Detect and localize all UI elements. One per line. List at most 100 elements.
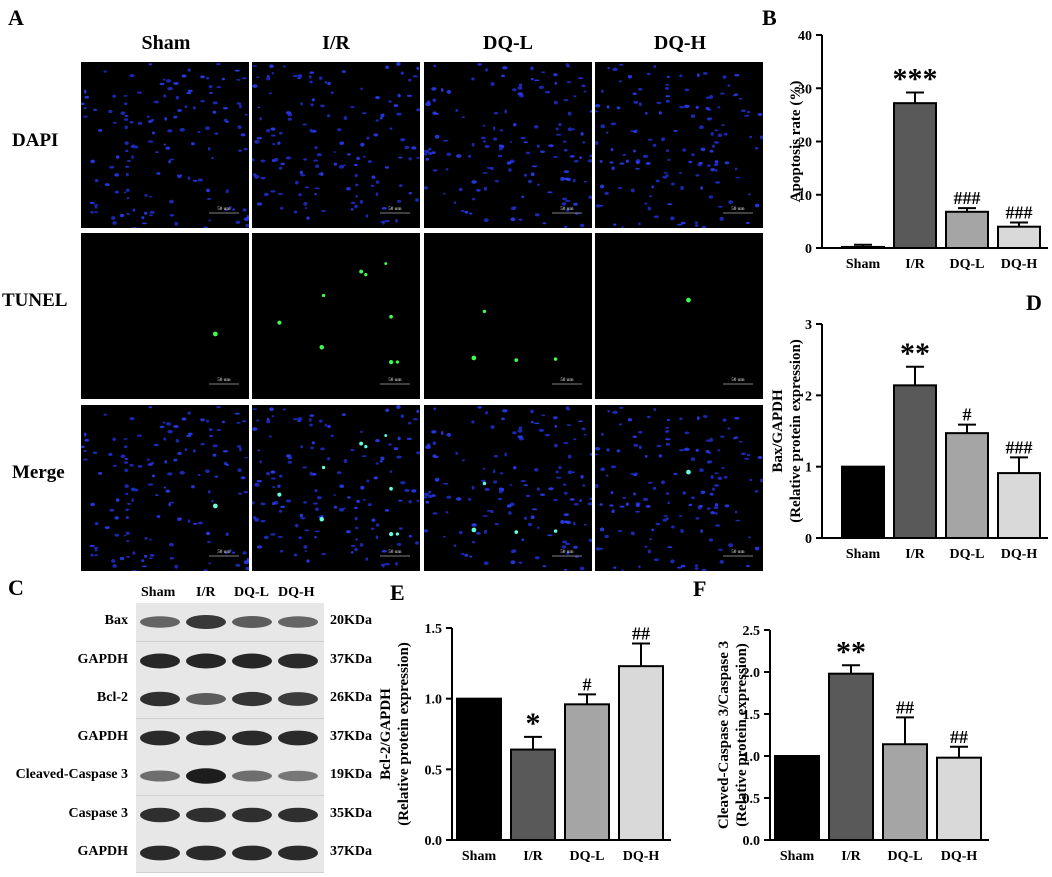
y-axis-label-secondary: (Relative protein expression)	[788, 339, 804, 523]
bar-dqh	[997, 225, 1041, 249]
chart-cleaved-caspase3: 0.0 0.5 1.0 1.5 2.0 2.5 Sham ** I/R ## DQ-L ## DQ-H C…	[716, 624, 989, 864]
row-header-tunel: TUNEL	[2, 290, 68, 311]
y-tick-label: 3	[805, 318, 812, 333]
lane-label-ir: I/R	[196, 585, 216, 600]
y-axis-label: Apoptosis rate (%)	[788, 81, 804, 203]
x-tick-label: Sham	[846, 257, 881, 272]
bar-ir	[510, 748, 556, 841]
blot-row-label: GAPDH	[77, 651, 128, 667]
micrograph-tile: 50 um	[81, 62, 249, 228]
scale-bar-label: 50 um	[560, 550, 574, 555]
blot-row-label: GAPDH	[77, 844, 128, 859]
micrograph-tile: 50 um	[424, 405, 592, 571]
blot-strip	[136, 795, 324, 835]
panel-label-c: C	[8, 575, 24, 600]
blot-band	[232, 653, 272, 668]
y-tick-label: 1	[805, 461, 812, 476]
blot-row-label: Bcl-2	[96, 690, 128, 705]
row-header-merge: Merge	[12, 462, 65, 483]
scale-bar-label: 50 um	[731, 550, 745, 555]
blot-strip	[136, 757, 324, 796]
scale-bar-label: 50 um	[217, 378, 231, 383]
y-axis-label: Cleaved-Caspase 3/Caspase 3	[716, 641, 732, 829]
blot-band	[186, 807, 226, 822]
micrograph-tile: 50 um	[595, 62, 763, 228]
micrograph-tile: 50 um	[595, 233, 763, 399]
bar-dqh	[618, 665, 664, 841]
lane-label-dql: DQ-L	[234, 585, 269, 600]
x-tick-label: DQ-H	[1001, 547, 1038, 562]
significance-label: **	[836, 635, 866, 668]
blot-band	[232, 616, 272, 628]
x-tick-label: I/R	[905, 547, 925, 562]
blot-band	[232, 845, 272, 861]
row-header-dapi: DAPI	[12, 130, 59, 151]
x-tick-label: DQ-L	[950, 547, 985, 562]
column-header-dqh: DQ-H	[653, 32, 707, 54]
blot-band	[232, 691, 272, 707]
blot-kda-label: 20KDa	[330, 613, 372, 628]
blot-kda-label: 35KDa	[330, 805, 372, 821]
bar-dqh	[997, 472, 1041, 539]
blot-band	[186, 653, 226, 668]
blot-row-label: GAPDH	[77, 728, 128, 744]
y-tick-label: 20	[798, 136, 812, 151]
significance-label: #	[583, 674, 592, 694]
blot-row-label: Caspase 3	[68, 805, 128, 821]
bar-dqh	[936, 756, 982, 841]
significance-label: ###	[954, 188, 981, 208]
blot-kda-label: 37KDa	[330, 651, 372, 667]
x-tick-label: I/R	[523, 849, 543, 864]
bar-dql	[564, 703, 610, 841]
blot-band	[140, 691, 180, 707]
y-tick-label: 2.5	[743, 624, 761, 639]
y-tick-label: 0.0	[425, 834, 443, 849]
blot-strip	[136, 603, 324, 642]
x-tick-label: DQ-L	[888, 849, 923, 864]
y-tick-label: 30	[798, 82, 812, 97]
y-tick-label: 0.5	[743, 792, 761, 807]
x-tick-label: DQ-H	[941, 849, 978, 864]
y-tick-label: 40	[798, 29, 812, 44]
bar-sham	[841, 245, 885, 249]
micrograph-tile: 50 um	[424, 62, 592, 228]
blot-band	[140, 730, 180, 745]
micrograph-tile: 50 um	[252, 62, 420, 228]
bar-dql	[882, 743, 928, 842]
significance-label: *	[526, 707, 541, 740]
column-header-sham: Sham	[141, 32, 191, 54]
blot-band	[278, 770, 318, 782]
blot-band	[278, 807, 318, 822]
y-tick-label: 1.5	[425, 622, 443, 637]
panel-label-f: F	[693, 576, 707, 601]
blot-band	[232, 807, 272, 822]
blot-strip	[136, 718, 324, 758]
scale-bar-label: 50 um	[388, 550, 402, 555]
x-tick-label: DQ-H	[623, 849, 660, 864]
blot-kda-label: 26KDa	[330, 690, 372, 705]
bar-ir	[828, 672, 874, 842]
scale-bar-label: 50 um	[217, 550, 231, 555]
blot-row-label: Bax	[104, 613, 128, 628]
scale-bar-label: 50 um	[388, 207, 402, 212]
chart-apoptosis-rate: 0 10 20 30 40 Sham *** I/R ### DQ-L ### DQ-H Apoptos…	[788, 29, 1048, 272]
scale-bar-label: 50 um	[388, 378, 402, 383]
panel-label-d: D	[1026, 290, 1042, 315]
y-tick-label: 1.5	[743, 708, 761, 723]
blot-kda-label: 19KDa	[330, 767, 372, 782]
micrograph-tile: 50 um	[252, 405, 420, 571]
blot-strip	[136, 641, 324, 681]
blot-kda-label: 37KDa	[330, 728, 372, 744]
blot-band	[186, 845, 226, 861]
bar-dql	[945, 432, 989, 539]
panel-label-a: A	[8, 5, 24, 30]
y-axis-label-secondary: (Relative protein expression)	[734, 643, 750, 827]
blot-band	[140, 770, 180, 782]
blot-band	[278, 730, 318, 745]
blot-band	[278, 616, 318, 628]
blot-band	[186, 768, 226, 784]
y-axis-label: Bcl-2/GAPDH	[378, 688, 394, 780]
blot-band	[140, 807, 180, 822]
micrograph-tile: 50 um	[252, 233, 420, 399]
x-tick-label: Sham	[462, 849, 497, 864]
